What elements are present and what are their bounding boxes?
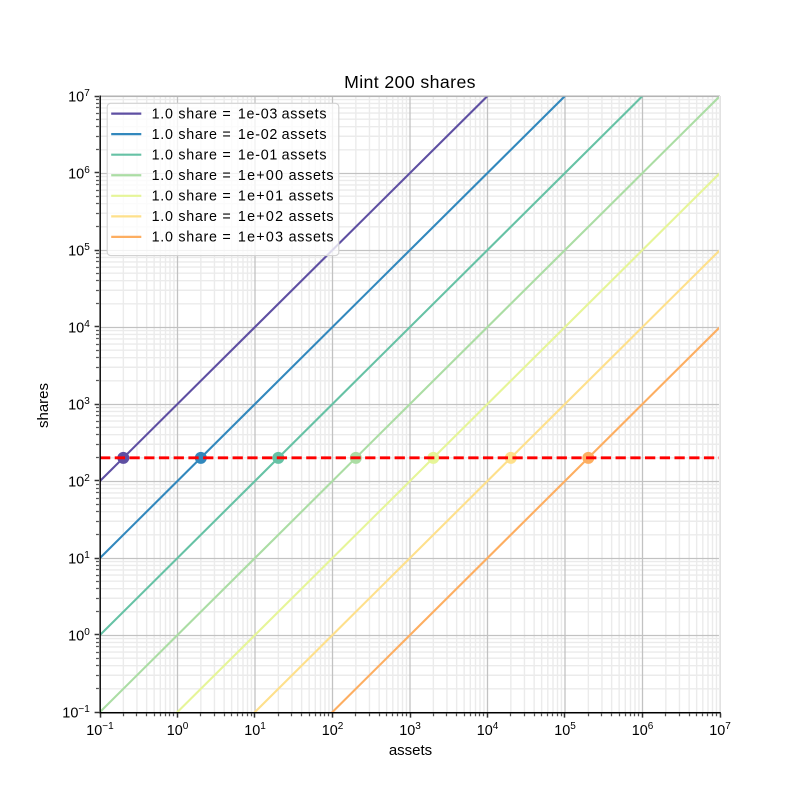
svg-text:Mint 200 shares: Mint 200 shares bbox=[344, 72, 476, 92]
svg-text:shares: shares bbox=[35, 383, 52, 428]
svg-text:assets: assets bbox=[389, 742, 432, 759]
